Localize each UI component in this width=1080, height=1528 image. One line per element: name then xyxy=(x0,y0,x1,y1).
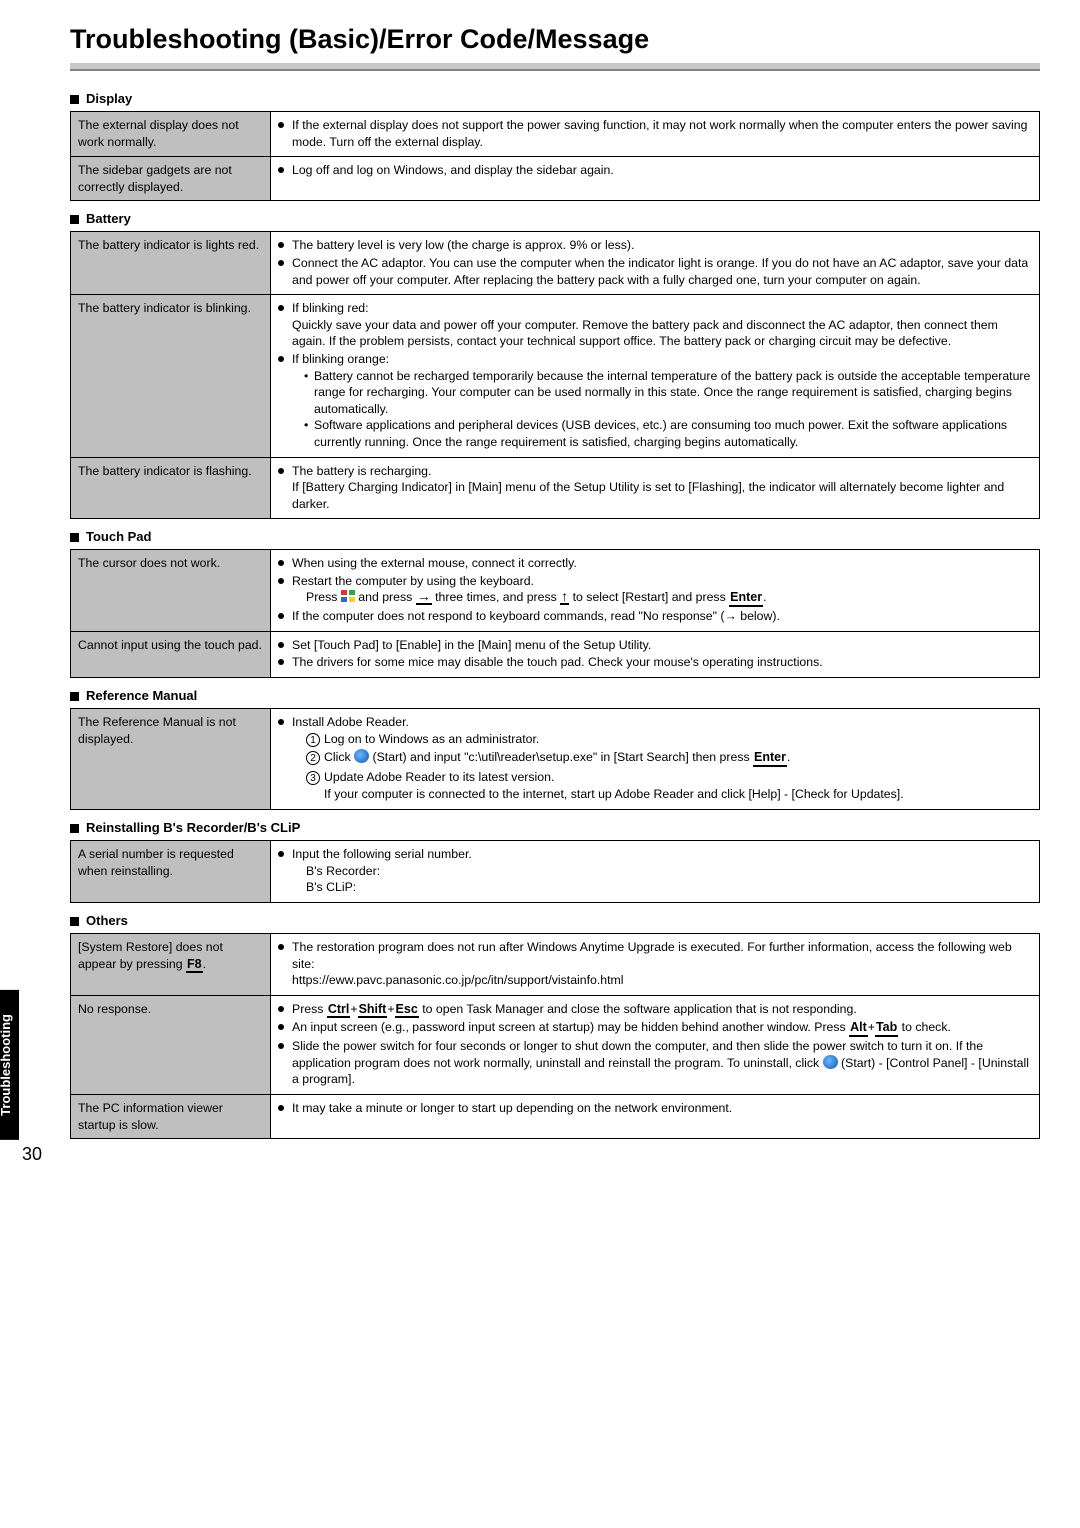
section-others-label: Others xyxy=(70,913,1040,928)
esc-key: Esc xyxy=(395,1003,419,1019)
table-row: The cursor does not work. When using the… xyxy=(71,550,1040,632)
reinstall-table: A serial number is requested when reinst… xyxy=(70,840,1040,903)
list-item: The battery is recharging. If [Battery C… xyxy=(278,463,1032,513)
list-item: 1Log on to Windows as an administrator. xyxy=(306,731,1032,748)
table-row: The Reference Manual is not displayed. I… xyxy=(71,709,1040,810)
list-item: Battery cannot be recharged temporarily … xyxy=(304,368,1032,418)
table-row: The PC information viewer startup is slo… xyxy=(71,1094,1040,1138)
list-item: If the external display does not support… xyxy=(278,117,1032,150)
list-item: If blinking orange: Battery cannot be re… xyxy=(278,351,1032,451)
list-item: Log off and log on Windows, and display … xyxy=(278,162,1032,179)
list-item: Restart the computer by using the keyboa… xyxy=(278,573,1032,607)
section-refman-label: Reference Manual xyxy=(70,688,1040,703)
list-item: It may take a minute or longer to start … xyxy=(278,1100,1032,1117)
enter-key: Enter xyxy=(753,751,787,767)
side-tab: Troubleshooting xyxy=(0,990,19,1140)
table-row: Cannot input using the touch pad. Set [T… xyxy=(71,631,1040,677)
f8-key: F8 xyxy=(186,958,203,974)
solution-cell: If the external display does not support… xyxy=(271,112,1040,157)
table-row: The battery indicator is flashing. The b… xyxy=(71,457,1040,519)
problem-cell: The sidebar gadgets are not correctly di… xyxy=(71,157,271,201)
section-battery-label: Battery xyxy=(70,211,1040,226)
problem-cell: The battery indicator is blinking. xyxy=(71,295,271,457)
problem-cell: Cannot input using the touch pad. xyxy=(71,631,271,677)
solution-cell: Press Ctrl+Shift+Esc to open Task Manage… xyxy=(271,995,1040,1094)
section-touchpad-label: Touch Pad xyxy=(70,529,1040,544)
list-item: 2Click (Start) and input "c:\util\reader… xyxy=(306,749,1032,767)
list-item: An input screen (e.g., password input sc… xyxy=(278,1019,1032,1037)
arrow-right-key: → xyxy=(416,590,432,605)
windows-flag-icon xyxy=(341,590,355,602)
arrow-up-key: ↑ xyxy=(560,590,569,605)
list-item: If the computer does not respond to keyb… xyxy=(278,608,1032,625)
problem-cell: The PC information viewer startup is slo… xyxy=(71,1094,271,1138)
solution-cell: The restoration program does not run aft… xyxy=(271,933,1040,995)
table-row: The external display does not work norma… xyxy=(71,112,1040,157)
table-row: The sidebar gadgets are not correctly di… xyxy=(71,157,1040,201)
list-item: When using the external mouse, connect i… xyxy=(278,555,1032,572)
display-table: The external display does not work norma… xyxy=(70,111,1040,201)
step-1-icon: 1 xyxy=(306,733,320,747)
refman-table: The Reference Manual is not displayed. I… xyxy=(70,708,1040,810)
ctrl-key: Ctrl xyxy=(327,1003,351,1019)
solution-cell: Input the following serial number. B's R… xyxy=(271,841,1040,903)
list-item: Connect the AC adaptor. You can use the … xyxy=(278,255,1032,288)
list-item: Input the following serial number. B's R… xyxy=(278,846,1032,896)
list-item: The drivers for some mice may disable th… xyxy=(278,654,1032,671)
step-2-icon: 2 xyxy=(306,751,320,765)
touchpad-table: The cursor does not work. When using the… xyxy=(70,549,1040,678)
section-display-label: Display xyxy=(70,91,1040,106)
problem-cell: [System Restore] does not appear by pres… xyxy=(71,933,271,995)
solution-cell: The battery level is very low (the charg… xyxy=(271,232,1040,295)
table-row: The battery indicator is blinking. If bl… xyxy=(71,295,1040,457)
list-item: Press Ctrl+Shift+Esc to open Task Manage… xyxy=(278,1001,1032,1019)
table-row: [System Restore] does not appear by pres… xyxy=(71,933,1040,995)
step-3-icon: 3 xyxy=(306,771,320,785)
solution-cell: Log off and log on Windows, and display … xyxy=(271,157,1040,201)
solution-cell: When using the external mouse, connect i… xyxy=(271,550,1040,632)
table-row: The battery indicator is lights red. The… xyxy=(71,232,1040,295)
problem-cell: The battery indicator is flashing. xyxy=(71,457,271,519)
tab-key: Tab xyxy=(875,1021,898,1037)
start-orb-icon xyxy=(823,1055,838,1069)
problem-cell: The Reference Manual is not displayed. xyxy=(71,709,271,810)
list-item: If blinking red: Quickly save your data … xyxy=(278,300,1032,350)
problem-cell: The cursor does not work. xyxy=(71,550,271,632)
page-title: Troubleshooting (Basic)/Error Code/Messa… xyxy=(70,24,1040,55)
alt-key: Alt xyxy=(849,1021,868,1037)
title-divider xyxy=(70,63,1040,71)
shift-key: Shift xyxy=(358,1003,388,1019)
list-item: Slide the power switch for four seconds … xyxy=(278,1038,1032,1088)
solution-cell: It may take a minute or longer to start … xyxy=(271,1094,1040,1138)
list-item: 3Update Adobe Reader to its latest versi… xyxy=(306,769,1032,802)
problem-cell: A serial number is requested when reinst… xyxy=(71,841,271,903)
problem-cell: The battery indicator is lights red. xyxy=(71,232,271,295)
solution-cell: Install Adobe Reader. 1Log on to Windows… xyxy=(271,709,1040,810)
start-orb-icon xyxy=(354,749,369,763)
others-table: [System Restore] does not appear by pres… xyxy=(70,933,1040,1139)
section-reinstall-label: Reinstalling B's Recorder/B's CLiP xyxy=(70,820,1040,835)
solution-cell: The battery is recharging. If [Battery C… xyxy=(271,457,1040,519)
list-item: Software applications and peripheral dev… xyxy=(304,417,1032,450)
table-row: A serial number is requested when reinst… xyxy=(71,841,1040,903)
solution-cell: If blinking red: Quickly save your data … xyxy=(271,295,1040,457)
table-row: No response. Press Ctrl+Shift+Esc to ope… xyxy=(71,995,1040,1094)
battery-table: The battery indicator is lights red. The… xyxy=(70,231,1040,519)
solution-cell: Set [Touch Pad] to [Enable] in the [Main… xyxy=(271,631,1040,677)
list-item: The restoration program does not run aft… xyxy=(278,939,1032,989)
problem-cell: No response. xyxy=(71,995,271,1094)
list-item: Install Adobe Reader. 1Log on to Windows… xyxy=(278,714,1032,802)
list-item: The battery level is very low (the charg… xyxy=(278,237,1032,254)
page: Troubleshooting Troubleshooting (Basic)/… xyxy=(0,0,1080,1173)
page-number: 30 xyxy=(22,1144,42,1165)
problem-cell: The external display does not work norma… xyxy=(71,112,271,157)
list-item: Set [Touch Pad] to [Enable] in the [Main… xyxy=(278,637,1032,654)
enter-key: Enter xyxy=(729,591,763,607)
